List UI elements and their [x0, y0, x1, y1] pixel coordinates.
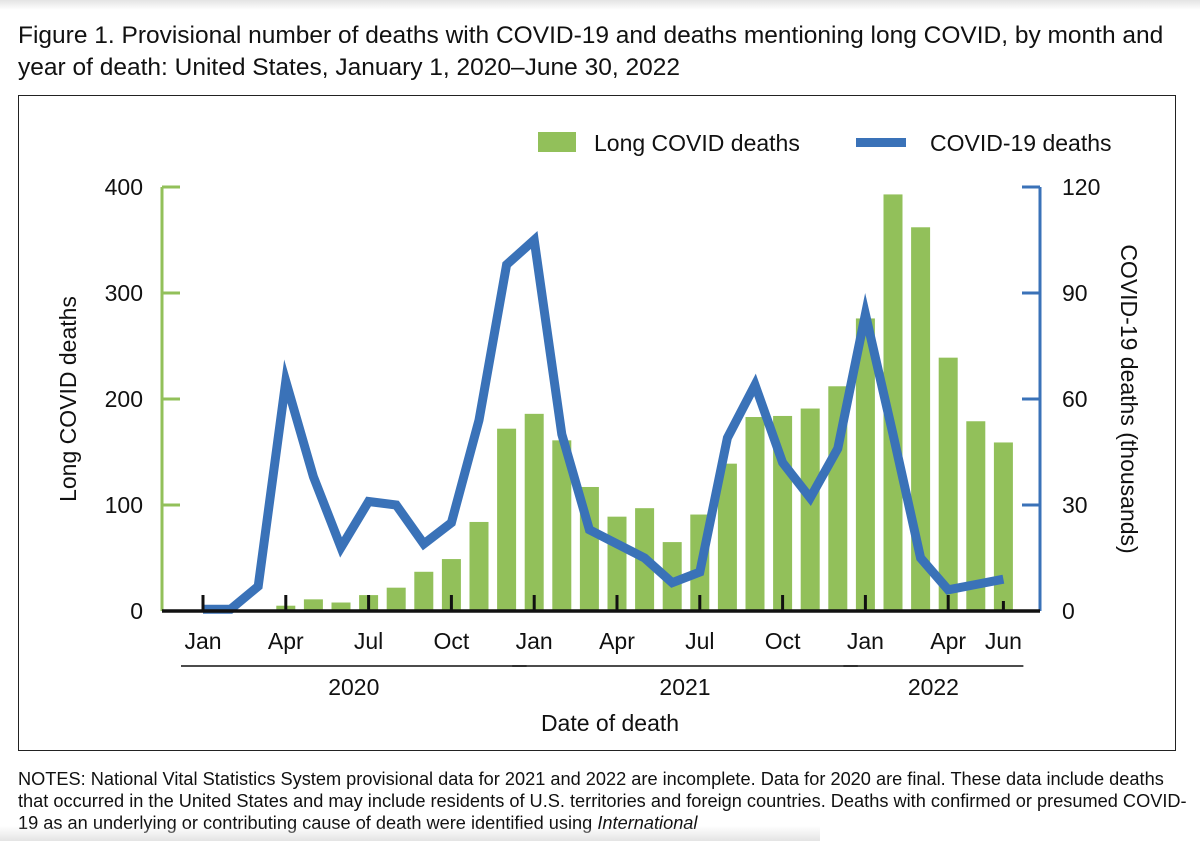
bar-long-covid — [938, 357, 958, 611]
top-shadow — [0, 0, 1200, 10]
legend-label-covid19: COVID-19 deaths — [930, 130, 1112, 156]
y-tick-label-left: 400 — [105, 174, 143, 200]
y-tick-label-right: 60 — [1062, 386, 1088, 412]
year-label: 2022 — [908, 674, 959, 700]
bar-long-covid — [497, 428, 517, 611]
long-covid-bars — [276, 194, 1013, 612]
figure-title: Figure 1. Provisional number of deaths w… — [18, 22, 1164, 81]
bar-long-covid — [524, 413, 544, 611]
chart-frame — [18, 95, 1176, 751]
bar-long-covid — [745, 417, 765, 611]
x-tick-label: Jan — [516, 628, 553, 654]
bar-long-covid — [855, 318, 875, 611]
bar-long-covid — [966, 421, 986, 611]
year-label: 2020 — [328, 674, 379, 700]
bar-long-covid — [552, 440, 572, 611]
x-tick-label: Apr — [599, 628, 635, 654]
bottom-shadow — [0, 826, 820, 841]
y-tick-label-right: 0 — [1062, 598, 1075, 624]
bar-long-covid — [911, 227, 931, 611]
x-tick-label: Jun — [985, 628, 1022, 654]
y-tick-label-right: 90 — [1062, 280, 1088, 306]
legend: Long COVID deaths COVID-19 deaths — [538, 130, 1112, 156]
axes: 0 100 200 300 400 0 30 60 90 120 Jan Apr Jul Oct Jan Ap… — [105, 174, 1101, 700]
bar-long-covid — [883, 194, 903, 612]
x-tick-label: Jan — [847, 628, 884, 654]
y-tick-label-left: 300 — [105, 280, 143, 306]
bar-long-covid — [717, 463, 737, 611]
line-covid19 — [203, 231, 1005, 614]
covid19-line-group — [202, 231, 1005, 614]
y-axis-title-left: Long COVID deaths — [55, 296, 81, 502]
y-tick-label-right: 30 — [1062, 492, 1088, 518]
y-tick-label-left: 0 — [130, 598, 143, 624]
y-tick-label-left: 100 — [105, 492, 143, 518]
bar-long-covid — [469, 521, 489, 611]
x-tick-label: Apr — [930, 628, 966, 654]
y-tick-label-left: 200 — [105, 386, 143, 412]
x-tick-label: Oct — [434, 628, 470, 654]
figure-notes: NOTES: National Vital Statistics System … — [18, 768, 1188, 834]
y-axis-title-right: COVID-19 deaths (thousands) — [1116, 244, 1142, 553]
y-tick-label-right: 120 — [1062, 174, 1100, 200]
legend-swatch-long-covid — [538, 132, 576, 152]
bar-long-covid — [386, 587, 406, 611]
x-tick-label: Jul — [354, 628, 383, 654]
bar-long-covid — [441, 559, 461, 611]
year-label: 2021 — [659, 674, 710, 700]
bar-long-covid — [414, 571, 434, 611]
x-axis-title: Date of death — [541, 710, 679, 736]
x-tick-label: Jan — [184, 628, 221, 654]
bar-long-covid — [662, 542, 682, 611]
bar-long-covid — [800, 408, 820, 611]
bar-long-covid — [331, 602, 351, 611]
bar-long-covid — [303, 599, 323, 611]
bar-long-covid — [993, 442, 1013, 611]
x-tick-label: Oct — [765, 628, 801, 654]
x-tick-label: Apr — [268, 628, 304, 654]
legend-swatch-covid19 — [856, 138, 906, 147]
legend-label-long-covid: Long COVID deaths — [594, 130, 800, 156]
x-tick-label: Jul — [685, 628, 714, 654]
